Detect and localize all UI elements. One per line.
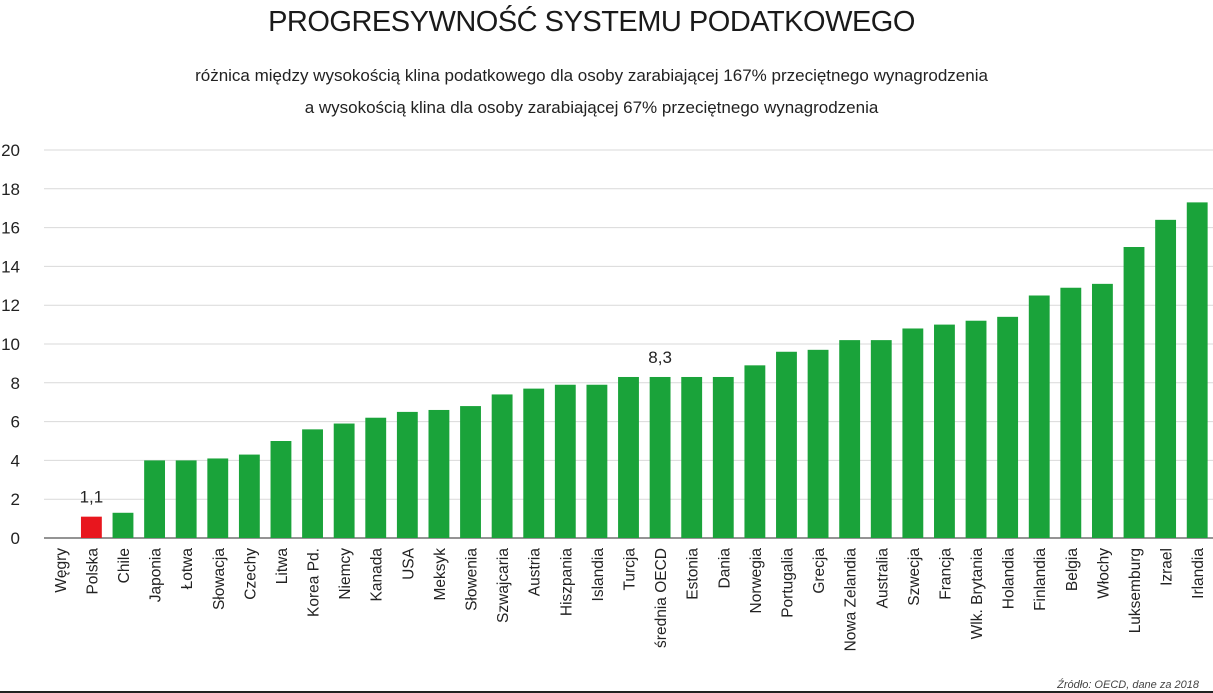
bar-28 [934,324,955,538]
x-tick-label: Japonia [148,548,165,603]
x-tick-label: Finlandia [1032,548,1049,611]
bar-21 [712,376,734,538]
x-tick-label: Czechy [242,548,259,600]
y-tick-label: 2 [11,490,20,509]
x-tick-label: Belgia [1064,548,1081,591]
bar-31 [1028,295,1050,538]
bar-18 [618,376,639,538]
x-tick-label: Portugalia [779,548,796,618]
bar-1 [80,516,102,538]
bar-34 [1123,247,1145,538]
x-tick-label: Niemcy [337,548,354,600]
x-tick-label: Węgry [53,548,70,593]
x-tick-label: Szwecja [906,548,923,606]
bar-33 [1091,283,1113,538]
bar-23 [776,351,797,538]
x-tick-label: Słowacja [211,548,228,610]
y-tick-label: 16 [1,219,20,238]
y-tick-label: 6 [11,413,20,432]
x-tick-label: Kanada [369,548,386,602]
bar-7 [270,441,292,538]
y-tick-label: 8 [11,374,20,393]
bar-27 [902,328,924,538]
bar-14 [491,394,513,538]
x-tick-label: Islandia [590,548,607,602]
y-tick-label: 10 [1,335,20,354]
bar-22 [744,365,766,538]
bar-20 [681,376,703,538]
x-tick-label: Korea Pd. [306,548,323,617]
x-tick-label: Holandia [1001,548,1018,610]
source-note: Źródło: OECD, dane za 2018 [1057,679,1199,691]
bar-2 [112,512,134,538]
y-tick-label: 0 [11,529,20,548]
x-tick-label: Szwajcaria [495,548,512,623]
bar-12 [428,409,450,538]
bar-13 [460,406,481,538]
bar-36 [1186,202,1208,538]
x-tick-label: USA [400,547,417,580]
x-tick-label: Irlandia [1190,548,1207,599]
x-tick-label: Włochy [1095,548,1112,599]
x-tick-label: Polska [84,548,101,595]
bar-17 [586,384,608,538]
bar-9 [333,423,355,538]
x-tick-label: Łotwa [179,548,196,590]
bar-10 [365,417,387,538]
data-label: 1,1 [80,488,104,507]
bar-6 [238,454,260,538]
x-axis-tick-labels: Węgry Polska Chile Japonia Łotwa Słowacja Czec… [53,547,1207,651]
chart-subtitle-line1: różnica między wysokością klina podatkow… [195,66,988,85]
x-tick-label: Francja [937,548,954,600]
bottom-border [0,691,1213,693]
x-tick-label: Austria [527,548,544,597]
y-tick-label: 12 [1,296,20,315]
chart-title: PROGRESYWNOŚĆ SYSTEMU PODATKOWEGO [268,6,915,38]
x-tick-label: Wlk. Brytania [969,548,986,640]
x-tick-label: Nowa Zelandia [843,548,860,652]
y-tick-label: 20 [1,141,20,160]
x-tick-label: Dania [716,548,733,589]
x-tick-label: Norwegia [748,548,765,614]
x-tick-label: Izrael [1159,548,1176,586]
data-labels: 1,1 8,3 [80,348,672,507]
x-tick-label: średnia OECD [653,548,670,648]
data-label: 8,3 [648,348,672,367]
bar-35 [1155,219,1177,538]
bars [80,202,1208,538]
x-tick-label: Estonia [685,548,702,600]
bar-11 [396,411,418,538]
bar-32 [1060,287,1082,538]
y-axis-tick-labels: 0 2 4 6 8 10 12 14 16 18 20 [1,141,20,548]
chart-subtitle-line2: a wysokością klina dla osoby zarabiające… [304,98,879,117]
y-tick-label: 4 [11,451,20,470]
bar-29 [965,320,987,538]
x-tick-label: Chile [116,548,133,583]
bar-5 [207,458,229,538]
bar-24 [807,349,829,538]
y-tick-label: 18 [1,180,20,199]
x-tick-label: Luksemburg [1127,548,1144,633]
x-tick-label: Grecja [811,548,828,594]
x-tick-label: Australia [874,548,891,609]
y-tick-label: 14 [1,257,20,276]
x-tick-label: Hiszpania [558,548,575,616]
x-tick-label: Słowenia [464,548,481,611]
bar-30 [997,316,1019,538]
bar-3 [144,460,166,538]
bar-4 [175,460,197,538]
bar-26 [870,340,892,538]
bar-19 [649,376,671,538]
x-tick-label: Turcja [622,548,639,591]
x-tick-label: Litwa [274,548,291,585]
x-tick-label: Meksyk [432,548,449,601]
bar-15 [523,388,545,538]
bar-8 [302,429,323,538]
bar-16 [554,384,576,538]
bar-25 [839,340,861,538]
